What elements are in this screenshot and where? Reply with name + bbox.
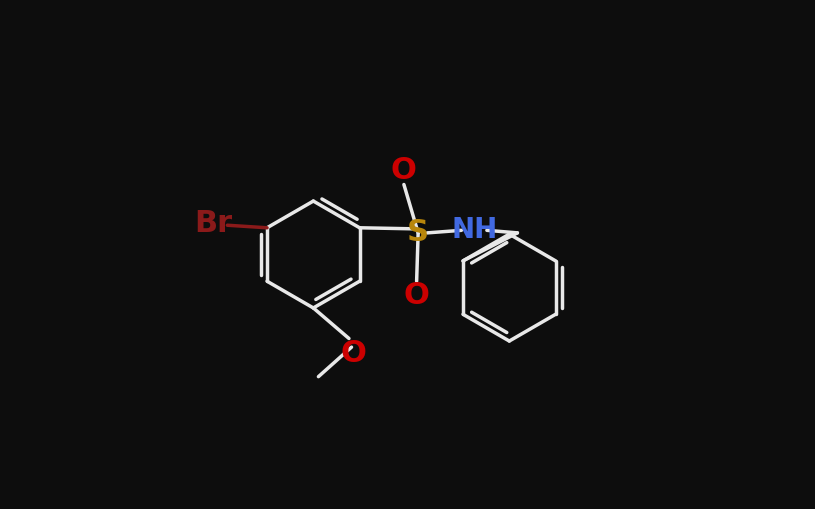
Text: Br: Br xyxy=(195,209,232,238)
Text: O: O xyxy=(403,281,430,310)
Text: NH: NH xyxy=(451,216,497,244)
Text: S: S xyxy=(408,218,430,247)
Text: O: O xyxy=(391,156,416,185)
Text: O: O xyxy=(340,340,366,368)
